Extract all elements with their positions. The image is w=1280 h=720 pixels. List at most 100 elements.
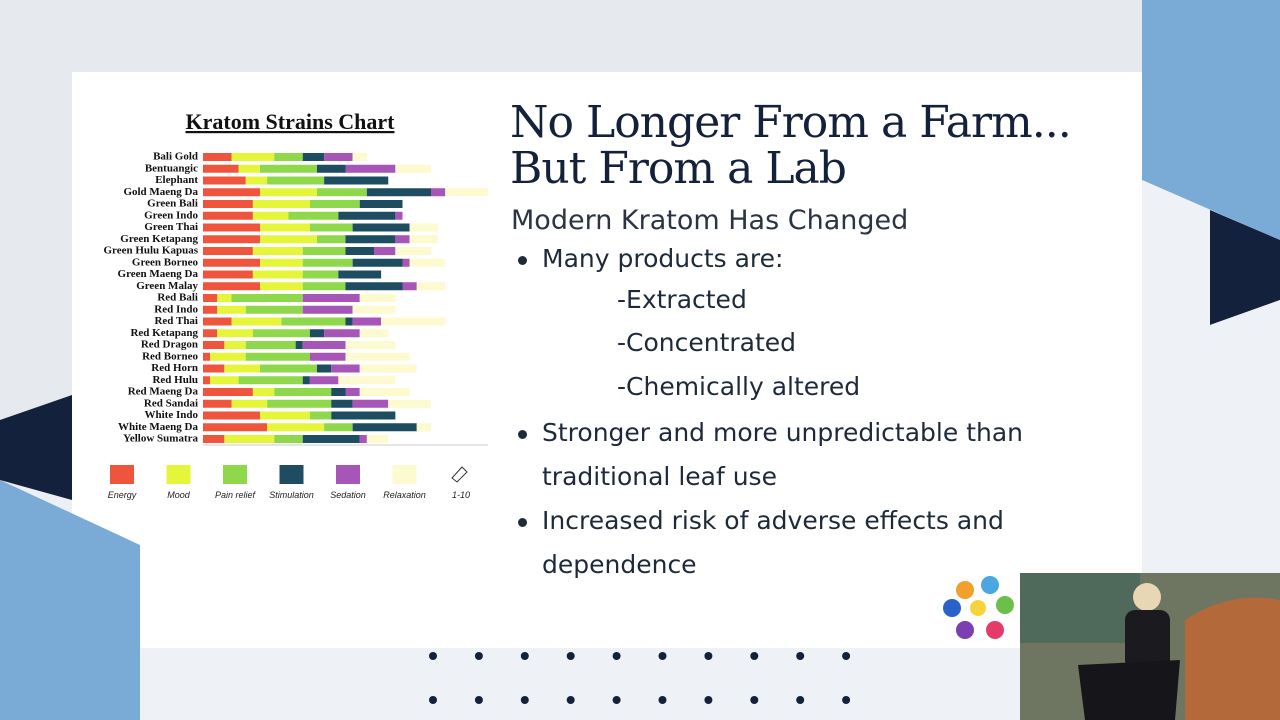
category-label: Gold Maeng Da [123, 186, 198, 198]
bar-segment [324, 423, 353, 432]
bar-segment [203, 247, 253, 255]
dot [566, 652, 575, 660]
bar-segment [445, 188, 488, 197]
bar-segment [274, 388, 332, 396]
bar-segment [231, 294, 303, 302]
dot [566, 696, 575, 704]
bar-segment [317, 235, 346, 244]
bar-segment [245, 352, 310, 361]
bar-segment [317, 188, 367, 197]
bar-segment [224, 341, 246, 349]
bar-segment [352, 223, 410, 232]
bar-segment [260, 364, 317, 373]
dot [750, 696, 759, 704]
bar-segment [203, 153, 232, 161]
bar-segment [252, 270, 303, 279]
corner-shape [1210, 210, 1280, 325]
bar-segment [324, 329, 360, 338]
legend-swatch [223, 465, 247, 484]
legend-swatch [336, 465, 360, 484]
category-label: Red Ketapang [130, 327, 198, 339]
dot [612, 652, 621, 660]
bar-segment [203, 364, 225, 373]
bar-segment [260, 258, 303, 267]
bar-segment [203, 294, 218, 302]
bar-segment [352, 399, 389, 408]
bar-segment [260, 223, 310, 232]
category-label: Bali Gold [153, 151, 198, 163]
bar-segment [260, 235, 317, 244]
bar-segment [252, 388, 275, 396]
bar-segment [331, 388, 346, 396]
legend-swatch [166, 465, 191, 484]
category-label: Green Indo [144, 209, 198, 221]
slide-title: No Longer From a Farm... But From a Lab [510, 97, 1072, 194]
bar-segment [359, 388, 410, 396]
legend-label: Energy [108, 490, 137, 500]
bar-segment [281, 317, 346, 326]
bar-segment [288, 211, 339, 220]
bullet: Many products are: [518, 237, 1072, 281]
bar-segment [324, 176, 389, 185]
bar-segment [203, 164, 239, 173]
bar-segment [245, 305, 303, 314]
logo [943, 576, 1014, 639]
dot [704, 696, 713, 704]
bar-segment [409, 223, 439, 232]
bar-segment [345, 388, 360, 396]
category-label: White Maeng Da [118, 421, 199, 433]
bar-segment [252, 329, 310, 338]
category-label: Red Borneo [142, 350, 198, 362]
bar-segment [359, 294, 396, 302]
bar-segment [295, 341, 303, 349]
category-label: Red Indo [154, 303, 198, 315]
bar-segment [331, 364, 360, 373]
category-label: Red Sandai [144, 397, 198, 409]
bar-segment [374, 247, 396, 255]
bar-segment [267, 399, 332, 408]
title-line: No Longer From a Farm... [510, 97, 1072, 148]
bar-segment [388, 399, 431, 408]
bar-segment [231, 317, 282, 326]
bar-segment [245, 341, 296, 349]
bar-segment [345, 164, 396, 173]
bar-segment [203, 352, 211, 361]
background [0, 0, 1142, 420]
bar-segment [267, 423, 325, 432]
bar-segment [395, 247, 431, 255]
legend-label: Mood [167, 490, 191, 500]
dot [842, 652, 851, 660]
dot [842, 696, 851, 704]
bar-segment [395, 211, 403, 220]
dot [704, 652, 713, 660]
bar-segment [409, 258, 446, 267]
bar-segment [409, 235, 439, 244]
bar-segment [302, 341, 346, 349]
corner-shape [0, 395, 72, 500]
bar-segment [252, 200, 310, 208]
bar-segment [309, 411, 332, 420]
bar-segment [345, 352, 410, 361]
bar-segment [203, 188, 260, 197]
category-label: Yellow Sumatra [123, 433, 198, 445]
category-label: Red Maeng Da [128, 386, 199, 398]
bar-segment [302, 270, 339, 279]
corner-shape [1142, 0, 1280, 240]
bar-segment [203, 329, 218, 338]
bar-segment [338, 376, 396, 385]
category-label: White Indo [145, 409, 199, 421]
bar-segment [252, 247, 303, 255]
bar-segment [302, 376, 310, 385]
title-line: But From a Lab [510, 143, 847, 194]
bar-segment [359, 435, 367, 443]
dot [520, 652, 529, 660]
bar-segment [274, 435, 303, 443]
bar-segment [352, 305, 396, 314]
legend-swatch [279, 465, 304, 484]
bar-segment [203, 411, 260, 420]
bar-segment [203, 376, 211, 385]
category-label: Green Thai [144, 221, 198, 233]
legend-label: Pain relief [215, 490, 257, 500]
bar-segment [203, 223, 260, 232]
